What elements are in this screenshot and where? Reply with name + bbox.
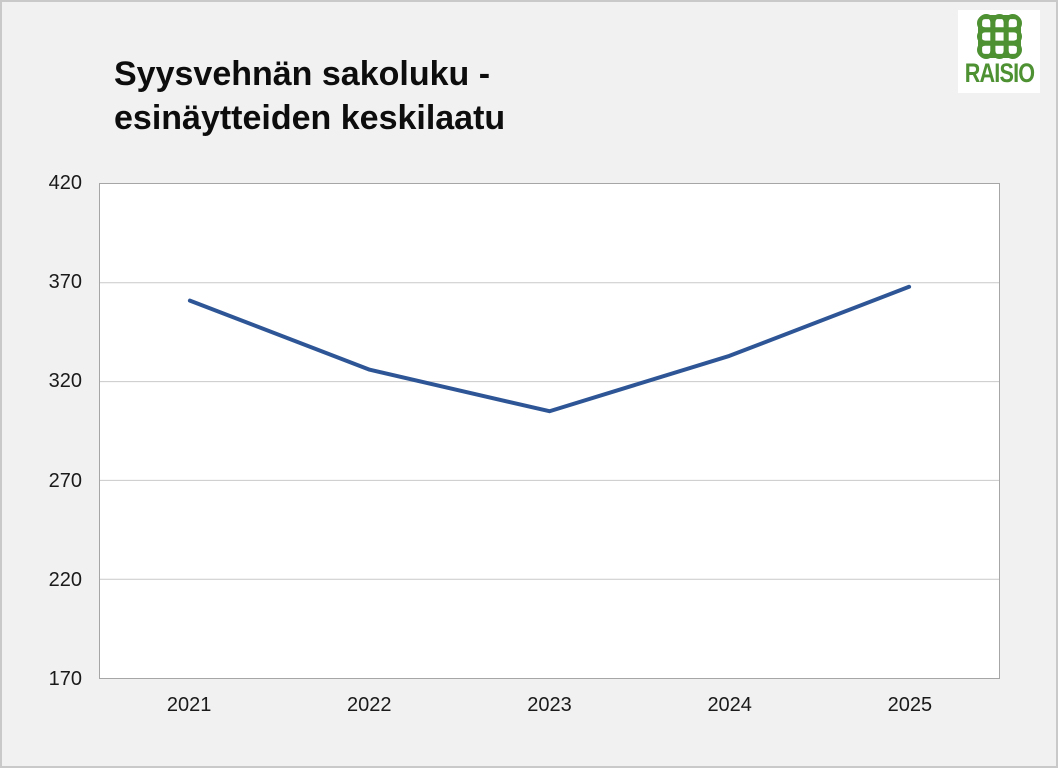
raisio-logo: RAISIO [958, 10, 1040, 93]
raisio-logo-icon [976, 14, 1022, 59]
plot-area [99, 183, 1000, 679]
chart-title: Syysvehnän sakoluku - esinäytteiden kesk… [114, 52, 505, 140]
y-tick-label: 420 [48, 172, 82, 194]
x-axis-labels: 2021 2022 2023 2024 2025 [99, 694, 1000, 724]
y-tick-label: 270 [48, 469, 82, 492]
y-tick-label: 320 [48, 370, 82, 393]
plot-canvas [100, 282, 999, 580]
raisio-weave-shape [976, 14, 1022, 59]
data-series-line [187, 284, 912, 414]
raisio-logo-text: RAISIO [964, 58, 1034, 88]
y-tick-label: 220 [48, 568, 82, 591]
y-axis-labels: 420 370 320 270 220 170 [22, 172, 82, 690]
x-tick-label: 2021 [166, 694, 212, 716]
x-tick-label: 2022 [347, 694, 392, 716]
y-tick-label: 170 [48, 668, 82, 690]
chart-title-line-2: esinäytteiden keskilaatu [114, 99, 506, 137]
y-tick-label: 370 [48, 271, 82, 294]
x-tick-label: 2023 [527, 694, 572, 716]
chart-title-line-1: Syysvehnän sakoluku - [114, 55, 491, 93]
x-tick-label: 2024 [707, 694, 752, 716]
x-tick-label: 2025 [887, 694, 933, 716]
